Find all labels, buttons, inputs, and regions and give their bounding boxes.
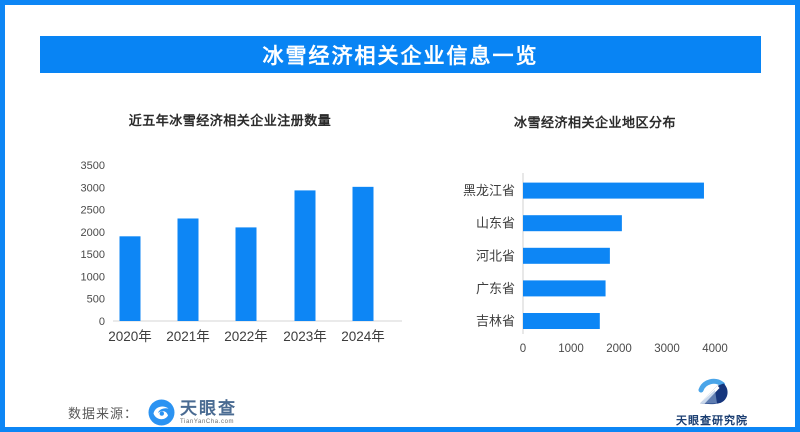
eye-swirl-icon bbox=[148, 399, 175, 426]
bar bbox=[235, 227, 257, 321]
bar bbox=[523, 280, 606, 297]
research-institute-logo: 天眼查研究院 bbox=[657, 377, 767, 427]
eye-mountain-icon bbox=[698, 378, 728, 405]
y-tick-label: 2500 bbox=[81, 205, 105, 217]
page-title: 冰雪经济相关企业信息一览 bbox=[262, 44, 539, 68]
x-tick-label: 4000 bbox=[702, 343, 728, 355]
tianyancha-name: 天眼查 bbox=[180, 399, 238, 418]
bar bbox=[523, 247, 610, 264]
data-source: 数据来源： 天眼查 TianYanCha.com bbox=[68, 399, 237, 426]
registrations-bar-chart: 0 500 1000 1500 2000 2500 3000 3500 2020年 2021年 20… bbox=[81, 160, 402, 344]
y-category-label: 广东省 bbox=[476, 281, 515, 296]
tianyancha-url: TianYanCha.com bbox=[180, 419, 235, 425]
x-tick-label: 1000 bbox=[558, 343, 584, 355]
header-banner: 冰雪经济相关企业信息一览 bbox=[40, 36, 761, 73]
y-tick-label: 500 bbox=[87, 294, 105, 306]
x-category-label: 2020年 bbox=[108, 329, 152, 344]
y-tick-label: 1500 bbox=[81, 249, 105, 261]
y-tick-label: 0 bbox=[99, 316, 105, 328]
research-institute-name: 天眼查研究院 bbox=[676, 415, 748, 427]
x-category-label: 2024年 bbox=[341, 329, 385, 344]
bar bbox=[523, 313, 600, 329]
y-category-label: 吉林省 bbox=[476, 314, 515, 329]
bar bbox=[177, 218, 199, 321]
y-category-label: 河北省 bbox=[476, 248, 515, 263]
x-category-label: 2021年 bbox=[166, 329, 210, 344]
y-tick-label: 3500 bbox=[81, 160, 105, 172]
y-tick-label: 2000 bbox=[81, 227, 105, 239]
x-tick-label: 2000 bbox=[606, 343, 632, 355]
regions-chart-title: 冰雪经济相关企业地区分布 bbox=[513, 115, 676, 130]
tianyancha-wordmark: 天眼查 TianYanCha.com bbox=[180, 400, 237, 425]
bar bbox=[294, 190, 316, 321]
bar bbox=[523, 215, 622, 232]
x-tick-label: 0 bbox=[520, 343, 526, 355]
x-category-label: 2022年 bbox=[224, 329, 268, 344]
y-category-label: 山东省 bbox=[476, 216, 515, 231]
y-tick-label: 1000 bbox=[81, 271, 105, 283]
tianyancha-logo: 天眼查 TianYanCha.com bbox=[148, 399, 237, 426]
x-tick-label: 3000 bbox=[654, 343, 680, 355]
data-source-label: 数据来源： bbox=[68, 406, 139, 421]
registrations-chart-title: 近五年冰雪经济相关企业注册数量 bbox=[128, 113, 332, 128]
bar bbox=[523, 182, 704, 199]
y-tick-label: 3000 bbox=[81, 182, 105, 194]
y-category-label: 黑龙江省 bbox=[463, 183, 515, 198]
bar bbox=[352, 186, 374, 321]
x-category-label: 2023年 bbox=[283, 329, 327, 344]
bar bbox=[119, 236, 141, 321]
